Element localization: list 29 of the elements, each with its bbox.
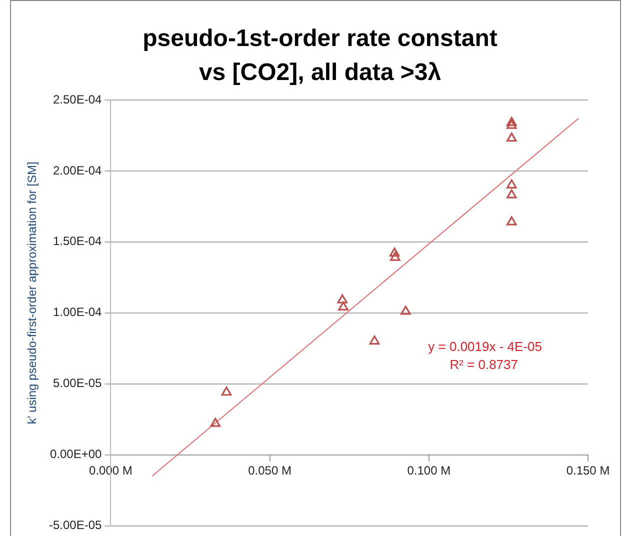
point: [506, 116, 517, 126]
point: [337, 294, 348, 304]
annotation: R² = 0.8737: [450, 357, 518, 372]
x-tick-label: 0.000 M: [89, 463, 132, 478]
y-tick-label: 1.50E-04: [52, 234, 102, 248]
y-tick-label: 1.00E-04: [52, 305, 102, 320]
y-axis-title: k' using pseudo-first-order approximation for [SM]: [25, 162, 39, 424]
point: [338, 301, 348, 311]
point: [506, 189, 517, 198]
y-tick-label: 2.00E-04: [52, 163, 102, 178]
point: [506, 132, 517, 142]
point: [400, 306, 411, 315]
annotation: y = 0.0019x - 4E-05: [428, 339, 542, 354]
point: [506, 216, 517, 226]
point: [369, 335, 380, 345]
point: [390, 252, 400, 261]
x-tick-label: 0.100 M: [407, 463, 451, 478]
y-tick-label: 0.00E+00: [50, 447, 102, 462]
y-tick-label: 5.00E-05: [52, 376, 102, 390]
y-tick-label: -5.00E-05: [48, 518, 102, 532]
x-tick-label: 0.150 M: [566, 463, 610, 478]
x-tick-label: 0.050 M: [248, 463, 292, 478]
point: [506, 179, 517, 188]
y-tick-label: 2.50E-04: [52, 92, 102, 106]
point: [210, 418, 221, 427]
point: [389, 247, 400, 257]
point: [506, 120, 517, 129]
point: [221, 386, 232, 396]
chart-title: pseudo-1st-order rate constant vs [CO2], all data >3λ: [142, 24, 498, 88]
